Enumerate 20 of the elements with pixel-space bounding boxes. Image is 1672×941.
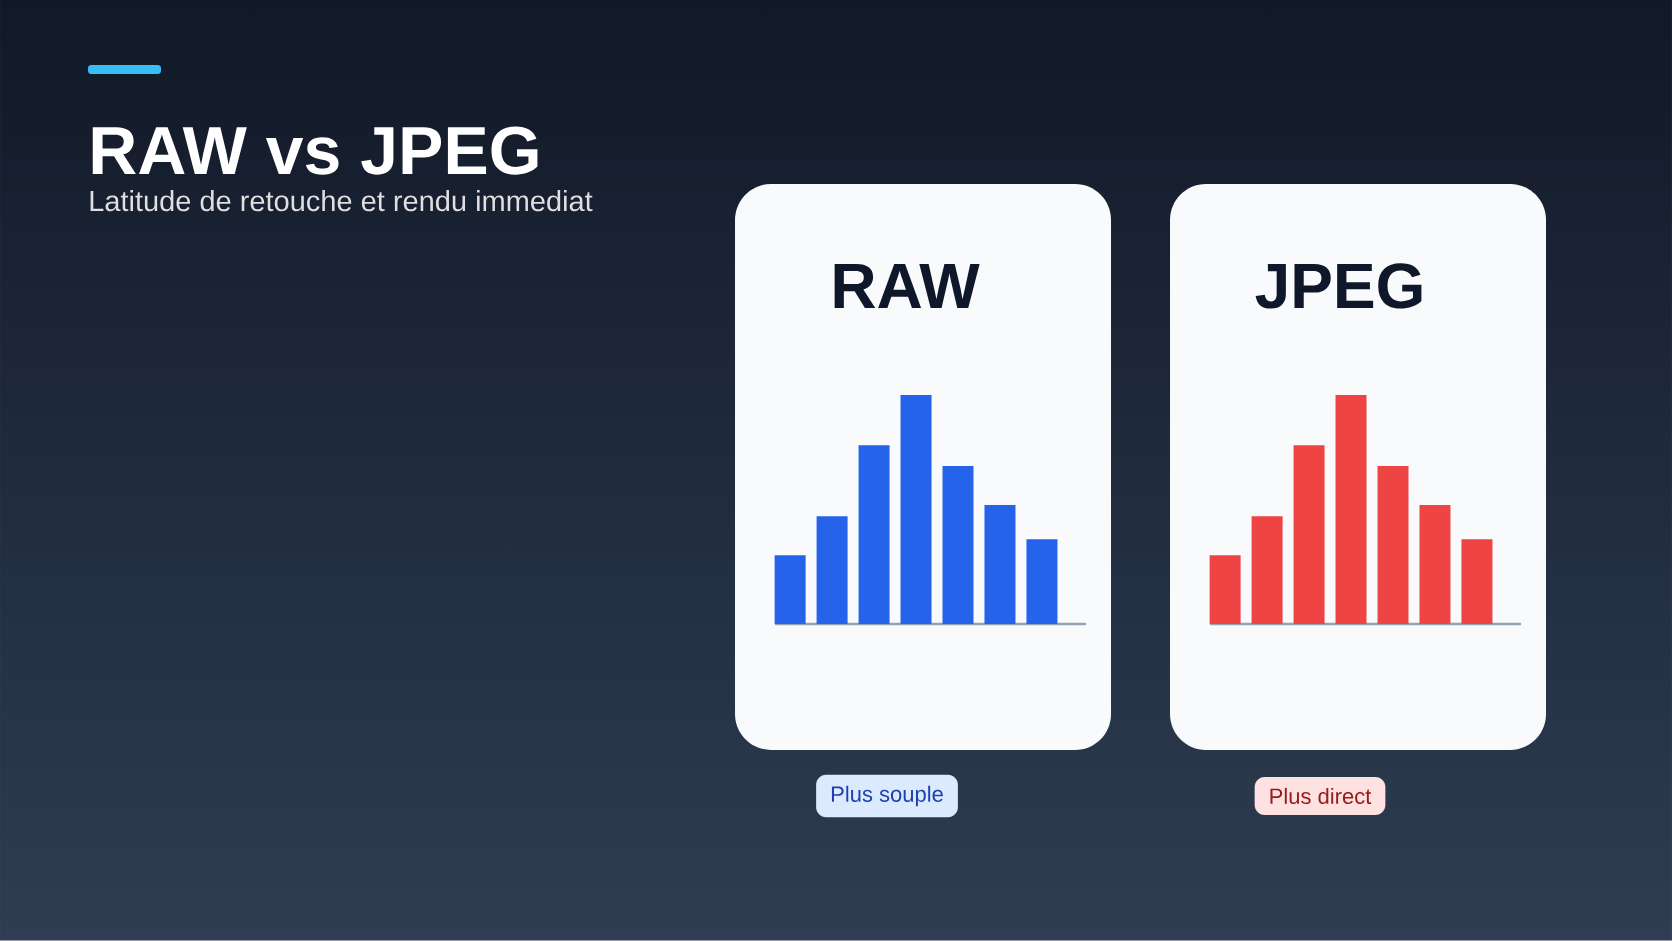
bar [1026, 539, 1058, 624]
bar [1293, 445, 1325, 624]
text: Latitude de retouche et rendu immediat [90, 189, 593, 212]
bar [942, 465, 974, 624]
bar [984, 504, 1016, 624]
bar [858, 445, 890, 624]
bar [1335, 394, 1367, 624]
bar [1377, 465, 1409, 624]
bar [900, 394, 932, 624]
text: Plus souple [831, 785, 943, 807]
bar [774, 555, 806, 624]
text: RAW vs JPEG [92, 126, 538, 175]
chart-title: JPEG [1255, 263, 1422, 309]
bar [816, 516, 848, 624]
chart-title: RAW [834, 263, 980, 308]
bar [1251, 516, 1283, 624]
bar [1461, 539, 1493, 624]
bar [1209, 555, 1241, 624]
text: Plus direct [1270, 787, 1372, 805]
bar [1419, 504, 1451, 624]
